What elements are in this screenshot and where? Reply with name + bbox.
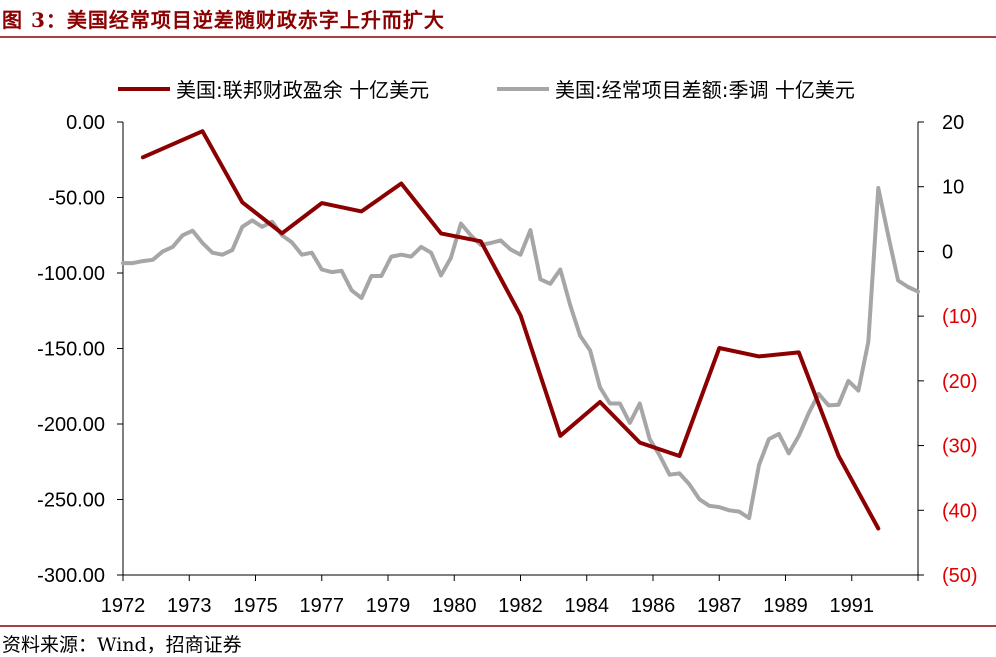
left-tick-label: -200.00 xyxy=(37,414,105,436)
x-tick-label: 1972 xyxy=(101,595,146,617)
legend-current-account-label: 美国:经常项目差额:季调 十亿美元 xyxy=(555,78,855,102)
fiscal-surplus-line xyxy=(140,129,881,531)
left-tick-label: -50.00 xyxy=(48,188,105,210)
right-tick-label: (10) xyxy=(942,306,978,328)
right-tick-label: 10 xyxy=(942,177,964,199)
right-tick-label: 20 xyxy=(942,112,964,134)
x-tick-label: 1986 xyxy=(631,595,676,617)
x-tick-label: 1989 xyxy=(763,595,808,617)
right-tick-label: (40) xyxy=(942,500,978,522)
left-tick-label: -100.00 xyxy=(37,263,105,285)
x-tick-label: 1975 xyxy=(233,595,278,617)
left-tick-label: -300.00 xyxy=(37,565,105,587)
legend-fiscal-surplus-label: 美国:联邦财政盈余 十亿美元 xyxy=(176,78,429,102)
x-tick-label: 1982 xyxy=(498,595,543,617)
left-tick-label: 0.00 xyxy=(66,112,105,134)
x-tick-label: 1973 xyxy=(167,595,212,617)
source-note: 资料来源：Wind，招商证券 xyxy=(2,634,242,656)
x-tick-label: 1991 xyxy=(830,595,875,617)
x-tick-label: 1979 xyxy=(366,595,411,617)
left-tick-label: -150.00 xyxy=(37,339,105,361)
right-tick-label: (20) xyxy=(942,371,978,393)
right-tick-label: 0 xyxy=(942,241,953,263)
right-tick-label: (30) xyxy=(942,436,978,458)
left-tick-label: -250.00 xyxy=(37,490,105,512)
right-tick-label: (50) xyxy=(942,565,978,587)
chart-title: 图 3：美国经常项目逆差随财政赤字上升而扩大 xyxy=(2,8,445,32)
x-tick-label: 1984 xyxy=(565,595,610,617)
x-tick-label: 1980 xyxy=(432,595,477,617)
current-account-line xyxy=(121,186,920,521)
x-tick-label: 1977 xyxy=(300,595,345,617)
x-tick-label: 1987 xyxy=(697,595,742,617)
